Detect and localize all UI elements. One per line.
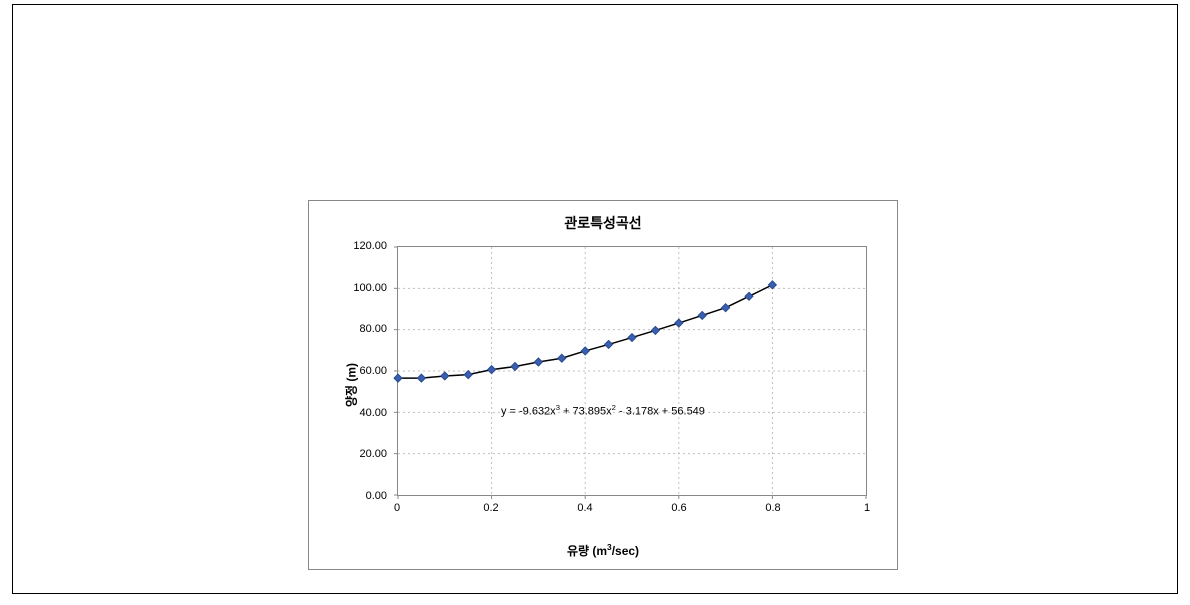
x-tick-label: 0.4 — [577, 502, 592, 514]
trendline-equation: y = -9.632x3 + 73.895x2 - 3.178x + 56.54… — [501, 403, 705, 418]
x-tick-label: 0.2 — [483, 502, 498, 514]
plot-area: y = -9.632x3 + 73.895x2 - 3.178x + 56.54… — [397, 246, 867, 496]
x-axis-title: 유량 (m3/sec) — [309, 542, 897, 559]
y-tick-label: 0.00 — [337, 490, 387, 502]
x-tick-label: 0.8 — [765, 502, 780, 514]
chart-container: 관로특성곡선 양정 (m) y = -9.632x3 + 73.895x2 - … — [308, 200, 898, 570]
x-axis-label-prefix: 유량 (m — [567, 544, 607, 558]
chart-title: 관로특성곡선 — [309, 213, 897, 233]
x-tick-label: 0 — [394, 502, 400, 514]
y-tick-label: 20.00 — [337, 448, 387, 460]
y-tick-label: 60.00 — [337, 365, 387, 377]
x-tick-label: 1 — [864, 502, 870, 514]
plot-svg — [398, 247, 866, 495]
y-tick-label: 80.00 — [337, 323, 387, 335]
outer-frame: 관로특성곡선 양정 (m) y = -9.632x3 + 73.895x2 - … — [12, 4, 1178, 594]
y-tick-label: 100.00 — [337, 282, 387, 294]
y-tick-label: 120.00 — [337, 240, 387, 252]
x-tick-label: 0.6 — [671, 502, 686, 514]
y-tick-label: 40.00 — [337, 407, 387, 419]
x-axis-label-suffix: /sec) — [612, 544, 639, 558]
